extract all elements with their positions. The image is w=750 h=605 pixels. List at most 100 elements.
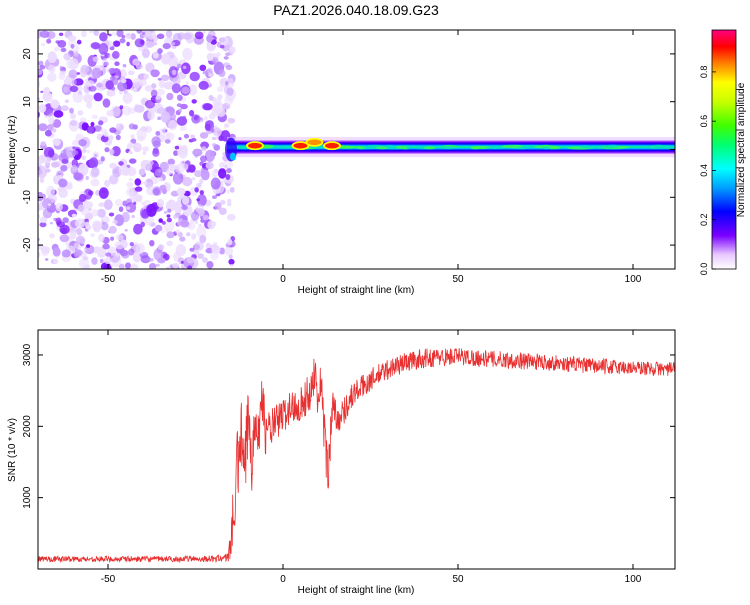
noise-speck [86, 101, 93, 109]
snr-series [38, 347, 675, 564]
noise-speck [45, 258, 49, 261]
noise-speck [90, 178, 100, 187]
noise-speck [63, 52, 71, 61]
noise-speck [176, 63, 183, 68]
noise-speck [172, 214, 179, 219]
noise-speck [144, 99, 156, 109]
noise-speck [150, 69, 160, 78]
hot-spot [248, 142, 262, 149]
noise-speck [97, 233, 105, 243]
noise-speck [33, 252, 37, 257]
noise-speck [199, 178, 204, 184]
noise-speck [202, 30, 207, 34]
noise-speck [38, 69, 43, 76]
noise-speck [192, 177, 196, 181]
noise-speck [227, 238, 233, 246]
noise-speck [47, 72, 57, 82]
noise-speck [176, 187, 186, 195]
noise-speck [93, 30, 99, 37]
noise-speck [144, 97, 148, 101]
noise-speck [173, 150, 179, 157]
noise-speck [59, 234, 70, 243]
y-tick-label: 3000 [22, 343, 33, 366]
noise-speck [176, 94, 183, 101]
noise-speck [105, 67, 110, 73]
band-variation [396, 145, 408, 149]
noise-speck [171, 83, 181, 94]
noise-speck [205, 242, 212, 249]
noise-speck [76, 72, 81, 75]
noise-speck [157, 257, 166, 264]
snr-y-ticks: 1000 2000 3000 [22, 343, 675, 509]
noise-speck [119, 249, 129, 256]
noise-speck [172, 42, 176, 46]
noise-speck [88, 85, 97, 92]
noise-speck [210, 177, 221, 190]
noise-speck [187, 265, 193, 269]
noise-speck [183, 133, 190, 139]
noise-speck [157, 77, 162, 81]
noise-speck [58, 173, 61, 176]
noise-speck [199, 234, 207, 244]
noise-speck [223, 56, 229, 60]
noise-speck [229, 46, 236, 54]
noise-speck [115, 198, 123, 207]
noise-speck [154, 224, 163, 232]
noise-speck [90, 233, 95, 237]
x-tick-label: 100 [625, 274, 642, 285]
noise-speck [201, 146, 207, 152]
noise-speck [142, 151, 147, 156]
noise-speck [199, 120, 204, 123]
noise-speck [47, 123, 54, 132]
noise-speck [114, 61, 120, 66]
noise-speck [81, 122, 89, 131]
noise-speck [39, 65, 46, 70]
noise-speck [40, 124, 45, 128]
noise-speck [165, 229, 169, 233]
noise-speck [78, 90, 83, 95]
noise-speck [109, 148, 115, 155]
snr-x-label: Height of straight line (km) [298, 585, 415, 596]
noise-speck [146, 41, 155, 48]
noise-speck [60, 165, 68, 172]
noise-speck [108, 33, 112, 37]
noise-speck [44, 129, 52, 137]
noise-speck [161, 53, 171, 65]
noise-speck [72, 150, 79, 156]
noise-speck [226, 168, 232, 174]
noise-speck [172, 171, 184, 185]
y-tick-label: 0 [22, 146, 33, 152]
noise-speck [114, 75, 119, 79]
noise-speck [172, 77, 181, 85]
noise-speck [109, 127, 117, 133]
noise-speck [102, 98, 111, 108]
noise-speck [52, 247, 61, 257]
noise-speck [128, 151, 133, 155]
noise-speck [188, 84, 198, 96]
y-tick-label: -20 [22, 237, 33, 252]
noise-speck [225, 174, 231, 180]
noise-speck [108, 212, 115, 217]
noise-speck [155, 163, 159, 168]
noise-speck [171, 69, 177, 76]
snr-line [38, 347, 675, 564]
noise-speck [106, 109, 115, 117]
noise-speck [112, 40, 121, 47]
y-tick-label: 10 [22, 96, 33, 108]
noise-speck [194, 187, 199, 193]
noise-speck [39, 177, 45, 183]
band-variation [661, 145, 672, 149]
noise-speck [182, 195, 190, 205]
noise-speck [140, 221, 145, 228]
noise-speck [212, 127, 222, 137]
noise-speck [43, 156, 52, 164]
noise-speck [206, 53, 214, 61]
noise-speck [158, 128, 167, 137]
x-tick-label: 50 [452, 274, 464, 285]
noise-speck [223, 159, 233, 171]
noise-speck [75, 218, 86, 229]
noise-speck [63, 86, 69, 93]
noise-speck [145, 62, 155, 73]
noise-speck [136, 128, 147, 140]
noise-speck [125, 202, 137, 213]
